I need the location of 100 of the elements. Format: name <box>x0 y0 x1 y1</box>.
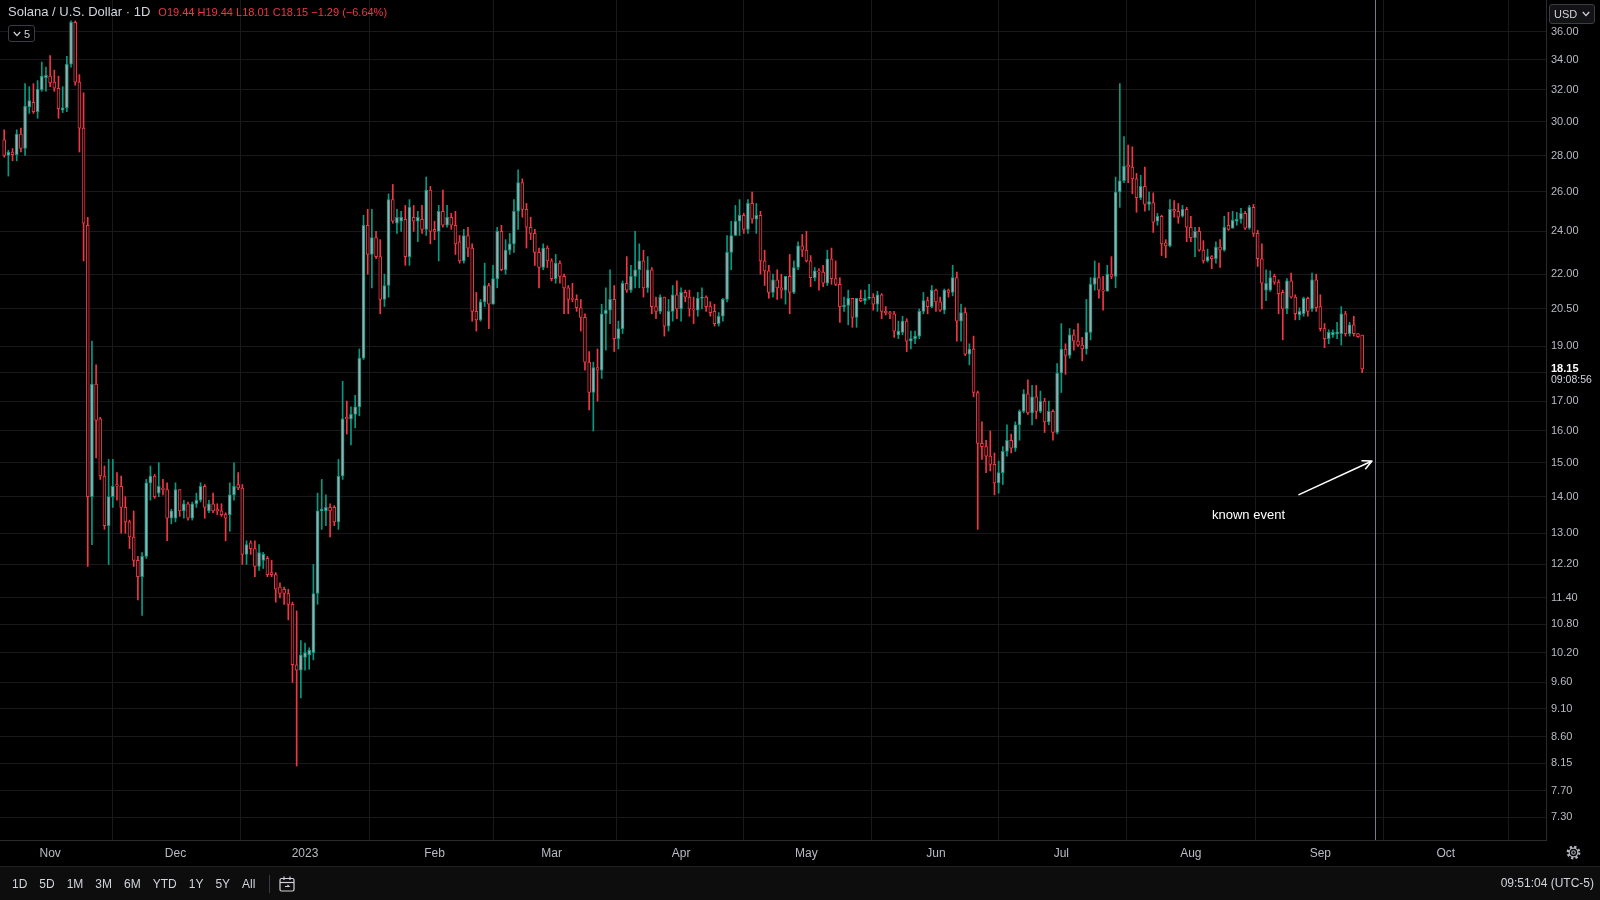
annotation: 5 <box>23 27 31 40</box>
text: YTD <box>151 876 178 891</box>
y-tick-label: 19.00 <box>1551 339 1579 352</box>
candlestick <box>691 296 696 324</box>
candlestick <box>721 297 725 322</box>
candlestick <box>261 552 266 569</box>
candlestick <box>1005 424 1009 457</box>
candlestick <box>1356 333 1360 338</box>
candlestick <box>771 273 775 298</box>
candlestick <box>165 482 169 542</box>
candlestick <box>140 552 144 616</box>
candlestick <box>558 260 562 284</box>
x-tick-label: Feb <box>424 845 446 860</box>
candlestick <box>700 287 704 310</box>
candlestick <box>248 540 253 555</box>
y-tick-label: 7.70 <box>1551 784 1573 796</box>
candlestick <box>1151 192 1156 233</box>
candlestick <box>695 292 700 317</box>
candlestick <box>202 484 207 519</box>
candlestick <box>1268 270 1273 292</box>
candlestick <box>716 312 721 327</box>
candlestick <box>445 205 449 228</box>
candlestick <box>553 254 558 284</box>
candlestick <box>90 340 94 545</box>
candlestick <box>14 129 19 162</box>
candlestick <box>654 296 658 319</box>
candlestick <box>679 287 683 322</box>
candlestick <box>257 544 261 571</box>
candlestick <box>825 249 830 286</box>
candlestick <box>48 55 52 88</box>
currency-dropdown: USD <box>1549 4 1595 24</box>
candlestick <box>725 235 729 303</box>
y-tick-label: 24.00 <box>1551 224 1579 237</box>
text: 6M <box>123 876 142 891</box>
candlestick <box>562 273 566 315</box>
candlestick <box>1009 433 1013 454</box>
candlestick <box>624 256 629 293</box>
candlestick <box>461 228 466 264</box>
candlestick <box>73 20 78 86</box>
candlestick <box>650 267 654 315</box>
candlestick <box>1105 264 1110 292</box>
candlestick <box>23 83 27 156</box>
candlestick <box>1255 230 1260 267</box>
y-tick-label: 8.15 <box>1551 756 1573 769</box>
candlestick <box>273 572 278 603</box>
candlestick <box>904 318 909 352</box>
candlestick <box>833 260 838 286</box>
text: 18.15 <box>1551 361 1579 374</box>
candlestick <box>1055 363 1059 435</box>
candlestick <box>303 642 307 671</box>
x-tick-label: Aug <box>1180 845 1202 860</box>
y-tick-label: 26.00 <box>1551 184 1579 197</box>
text: 1M <box>65 876 85 891</box>
candlestick <box>52 69 57 92</box>
candlestick <box>144 479 149 559</box>
candlestick <box>746 199 750 234</box>
candlestick <box>1214 241 1218 264</box>
candlestick <box>1243 210 1247 230</box>
candlestick <box>796 241 800 271</box>
candlestick <box>211 492 215 514</box>
candlestick <box>424 176 429 236</box>
candlestick <box>110 459 115 508</box>
candlestick <box>929 285 934 309</box>
candlestick <box>670 285 675 322</box>
y-tick-label: 14.00 <box>1551 489 1579 502</box>
candlestick <box>177 489 182 517</box>
y-tick-label: 12.20 <box>1551 557 1579 570</box>
candlestick <box>436 205 441 262</box>
y-tick-label: 17.00 <box>1551 394 1579 407</box>
candlestick <box>1026 379 1030 415</box>
x-tick-label: May <box>795 845 818 860</box>
candlestick <box>1072 329 1076 351</box>
candlestick <box>787 254 792 315</box>
y-tick-label: 22.00 <box>1551 267 1579 280</box>
candlestick <box>44 66 48 92</box>
candlestick <box>800 234 805 257</box>
y-tick-label: 8.60 <box>1551 729 1573 742</box>
candlestick <box>286 588 291 621</box>
candlestick <box>236 472 240 491</box>
candlestick <box>1189 215 1193 243</box>
candlestick <box>1239 207 1243 224</box>
text: 1D <box>11 876 29 891</box>
candlestick <box>299 640 303 699</box>
candlestick <box>637 243 642 289</box>
candlestick <box>487 282 491 329</box>
candlestick <box>1046 400 1051 426</box>
text: 09:08:56 <box>1551 372 1593 385</box>
candlestick <box>420 205 424 234</box>
candlestick <box>950 264 955 297</box>
y-tick-label: 9.60 <box>1551 675 1573 688</box>
candlestick <box>566 285 571 315</box>
text: All <box>241 876 257 891</box>
y-tick-label: 10.20 <box>1551 645 1579 658</box>
candlestick <box>441 189 445 228</box>
candlestick <box>1092 260 1097 291</box>
candlestick <box>1289 272 1293 299</box>
candlestick <box>1310 272 1314 312</box>
candlestick <box>846 289 851 326</box>
candlestick <box>332 505 337 526</box>
y-tick-label: 11.40 <box>1551 590 1578 603</box>
